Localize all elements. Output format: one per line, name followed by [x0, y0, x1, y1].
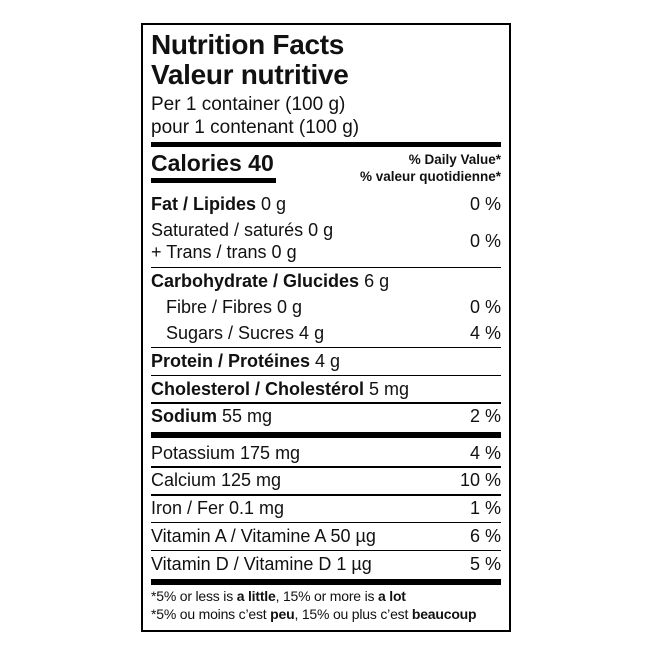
row-sodium-name: Sodium: [151, 406, 217, 427]
row-protein-name: Protein / Protéines: [151, 350, 311, 371]
row-trans-label: + Trans / trans 0 g: [151, 242, 297, 263]
serving-info: Per 1 container (100 g) pour 1 contenant…: [151, 93, 501, 139]
row-carbohydrate-amount: 6 g: [359, 270, 390, 291]
row-vitamin-d: Vitamin D / Vitamine D 1 µg 5 %: [151, 551, 501, 577]
footnote-en: *5% or less is a little, 15% or more is …: [151, 588, 501, 606]
row-fat-pct: 0 %: [469, 193, 501, 214]
footnote-fr-mid: , 15% ou plus c’est: [294, 605, 412, 622]
row-potassium-pct: 4 %: [469, 442, 501, 463]
row-sugars-pct: 4 %: [469, 323, 501, 344]
row-vitamin-d-label: Vitamin D / Vitamine D 1 µg: [151, 553, 372, 574]
footnotes: *5% or less is a little, 15% or more is …: [151, 588, 501, 623]
row-cholesterol-label: Cholesterol / Cholestérol 5 mg: [151, 379, 409, 400]
footnote-en-pre: *5% or less is: [151, 588, 237, 605]
row-saturated-trans: Saturated / saturés 0 g + Trans / trans …: [151, 217, 501, 266]
row-vitamin-a-label: Vitamin A / Vitamine A 50 µg: [151, 525, 376, 546]
row-cholesterol-name: Cholesterol / Cholestérol: [151, 378, 365, 399]
row-fat-name: Fat / Lipides: [151, 193, 257, 214]
row-sodium-pct: 2 %: [469, 406, 501, 427]
row-saturated-trans-labels: Saturated / saturés 0 g + Trans / trans …: [151, 217, 333, 266]
separator-thin-8: [151, 549, 501, 552]
separator-thick-footer: [151, 579, 501, 586]
row-calcium-pct: 10 %: [459, 470, 501, 491]
row-cholesterol-amount: 5 mg: [364, 378, 410, 399]
row-fibre-label: Fibre / Fibres 0 g: [166, 296, 303, 317]
row-cholesterol: Cholesterol / Cholestérol 5 mg: [151, 376, 501, 402]
calories-value: Calories 40: [151, 151, 276, 184]
daily-value-heading-fr: % valeur quotidienne*: [359, 169, 501, 185]
footnote-en-bold1: a little: [236, 588, 276, 605]
daily-value-heading-en: % Daily Value*: [408, 152, 501, 168]
footnote-fr-pre: *5% ou moins c’est: [151, 605, 271, 622]
row-carbohydrate: Carbohydrate / Glucides 6 g: [151, 268, 501, 294]
calories-row: Calories 40 % Daily Value* % valeur quot…: [151, 151, 501, 186]
row-sugars-label: Sugars / Sucres 4 g: [166, 323, 325, 344]
row-vitamin-d-pct: 5 %: [469, 553, 501, 574]
row-potassium: Potassium 175 mg 4 %: [151, 440, 501, 466]
row-iron-pct: 1 %: [469, 498, 501, 519]
daily-value-heading: % Daily Value* % valeur quotidienne*: [360, 151, 501, 186]
label-title-fr: Valeur nutritive: [151, 58, 349, 90]
row-vitamin-a-pct: 6 %: [469, 525, 501, 546]
row-iron-label: Iron / Fer 0.1 mg: [151, 498, 285, 519]
row-vitamin-a: Vitamin A / Vitamine A 50 µg 6 %: [151, 523, 501, 549]
separator-thin-5: [151, 466, 501, 468]
row-sodium: Sodium 55 mg 2 %: [151, 404, 501, 430]
row-fat: Fat / Lipides 0 g 0 %: [151, 191, 501, 217]
row-carbohydrate-label: Carbohydrate / Glucides 6 g: [151, 271, 389, 292]
separator-thin-4: [151, 402, 501, 404]
serving-size-en: Per 1 container (100 g): [151, 93, 346, 115]
row-calcium-label: Calcium 125 mg: [151, 470, 282, 491]
separator-thick-sodium: [151, 432, 501, 439]
separator-thin-1: [151, 266, 501, 269]
row-carbohydrate-name: Carbohydrate / Glucides: [151, 270, 360, 291]
row-iron: Iron / Fer 0.1 mg 1 %: [151, 496, 501, 522]
separator-thin-6: [151, 494, 501, 496]
footnote-en-mid: , 15% or more is: [275, 588, 378, 605]
nutrition-facts-label: Nutrition Facts Valeur nutritive Per 1 c…: [141, 23, 511, 632]
row-sodium-label: Sodium 55 mg: [151, 406, 272, 427]
row-saturated-label: Saturated / saturés 0 g: [151, 220, 334, 241]
separator-thin-3: [151, 374, 501, 377]
footnote-fr-bold1: peu: [270, 605, 295, 622]
row-fat-amount: 0 g: [256, 193, 287, 214]
separator-thin-2: [151, 346, 501, 349]
row-fibre-pct: 0 %: [469, 296, 501, 317]
row-sodium-amount: 55 mg: [217, 406, 273, 427]
row-protein-amount: 4 g: [310, 350, 341, 371]
footnote-fr-bold2: beaucoup: [411, 605, 477, 622]
row-protein-label: Protein / Protéines 4 g: [151, 351, 340, 372]
row-calcium: Calcium 125 mg 10 %: [151, 468, 501, 494]
footnote-en-bold2: a lot: [377, 588, 406, 605]
row-sugars: Sugars / Sucres 4 g 4 %: [151, 321, 501, 347]
row-saturated-trans-pct: 0 %: [469, 231, 501, 252]
row-fibre: Fibre / Fibres 0 g 0 %: [151, 294, 501, 320]
serving-size-fr: pour 1 contenant (100 g): [151, 117, 360, 139]
row-fat-label: Fat / Lipides 0 g: [151, 194, 286, 215]
separator-thick-header: [151, 142, 501, 148]
footnote-fr: *5% ou moins c’est peu, 15% ou plus c’es…: [151, 606, 501, 624]
separator-thin-7: [151, 521, 501, 524]
label-title-en: Nutrition Facts: [151, 29, 345, 60]
row-protein: Protein / Protéines 4 g: [151, 348, 501, 374]
row-potassium-label: Potassium 175 mg: [151, 442, 301, 463]
